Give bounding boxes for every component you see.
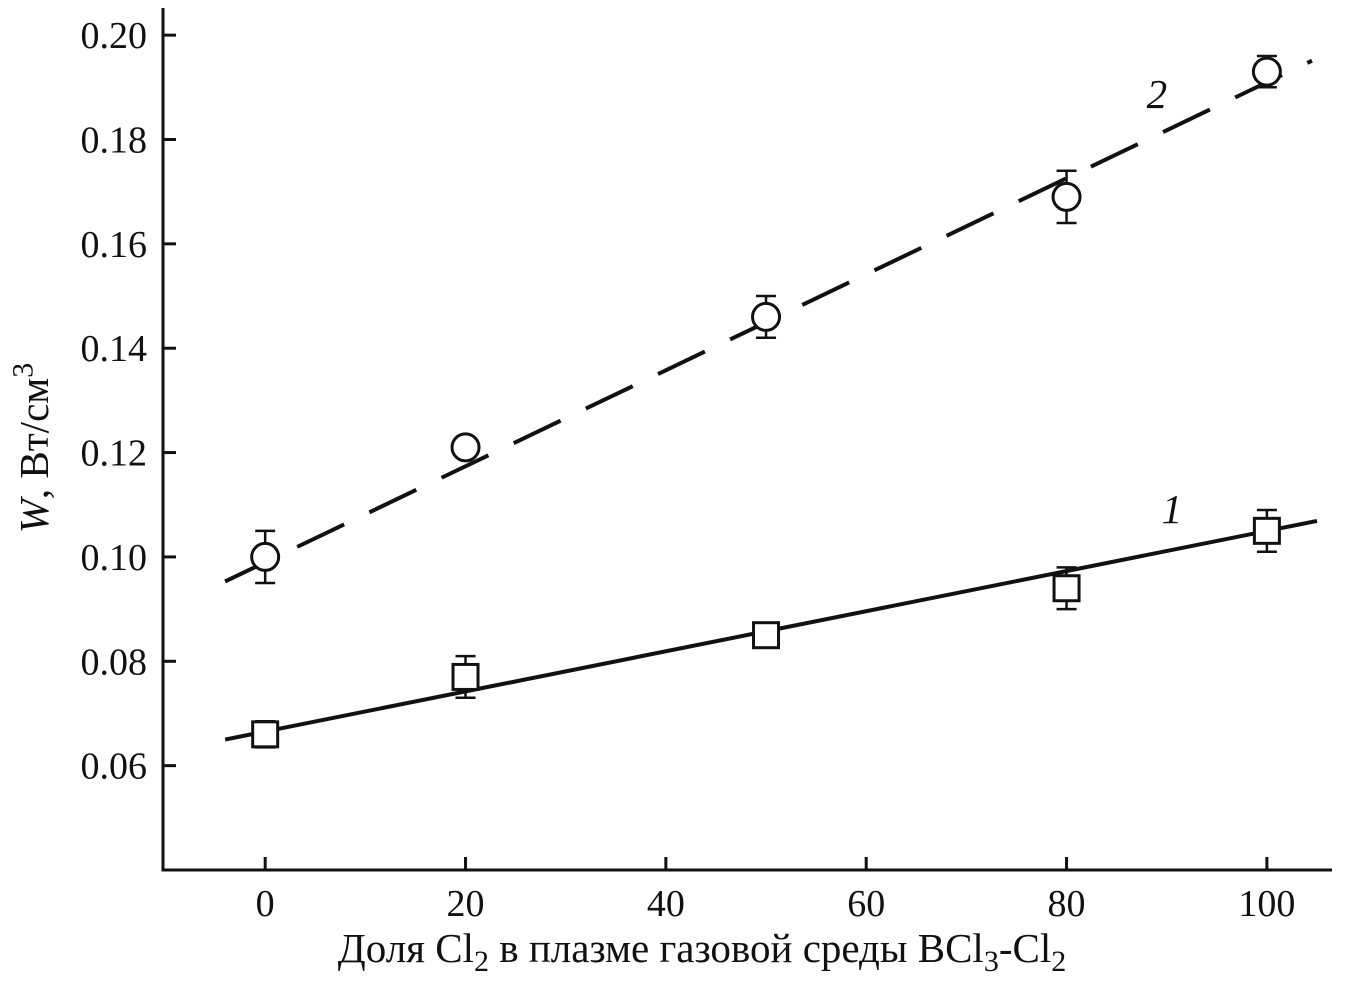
- y-tick-label: 0.12: [81, 433, 148, 475]
- x-tick-label: 100: [1238, 883, 1295, 925]
- x-axis-title: Доля Cl2 в плазме газовой среды BCl3-Cl2: [338, 925, 1066, 978]
- series-2-marker-circle: [1251, 56, 1282, 87]
- series-1-marker-square: [1252, 516, 1281, 545]
- y-tick-label: 0.14: [81, 328, 148, 370]
- series-2-marker-circle: [250, 541, 281, 572]
- y-tick-label: 0.10: [81, 537, 148, 579]
- series-2-label: 2: [1147, 71, 1168, 117]
- y-tick-label: 0.08: [81, 641, 148, 683]
- series-2-marker-circle: [450, 432, 481, 463]
- series-2-marker-circle: [1051, 181, 1082, 212]
- x-tick-label: 20: [447, 883, 485, 925]
- y-tick-label: 0.16: [81, 224, 148, 266]
- x-tick-label: 80: [1048, 883, 1086, 925]
- series-1-label: 1: [1162, 486, 1183, 532]
- y-tick-label: 0.18: [81, 119, 148, 161]
- series-2-marker-circle: [751, 301, 782, 332]
- y-axis-title: W, Вт/см3: [6, 363, 57, 533]
- x-tick-label: 60: [847, 883, 885, 925]
- x-tick-label: 0: [256, 883, 275, 925]
- series-1-marker-square: [752, 621, 781, 650]
- y-tick-label: 0.06: [81, 746, 148, 788]
- series-1-marker-square: [451, 662, 480, 691]
- y-tick-label: 0.20: [81, 15, 148, 57]
- series-1-marker-square: [251, 720, 280, 749]
- series-1-marker-square: [1052, 574, 1081, 603]
- x-tick-label: 40: [647, 883, 685, 925]
